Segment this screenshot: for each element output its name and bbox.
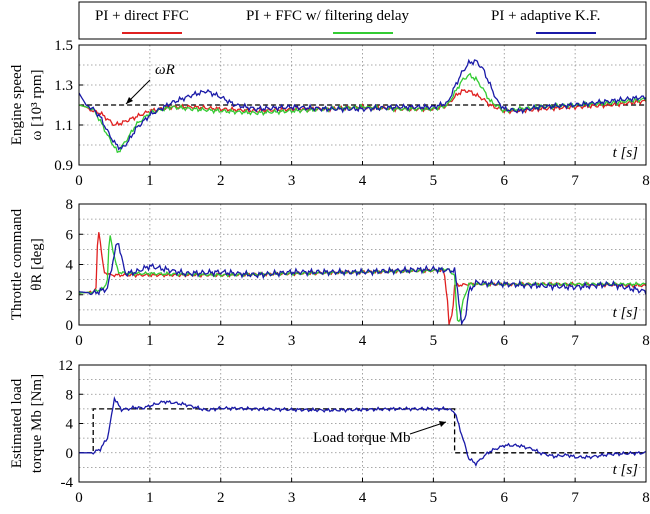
y-tick-label: 1.1 <box>54 118 73 134</box>
x-tick-label: 6 <box>501 173 509 189</box>
y-tick-label: 4 <box>66 258 74 274</box>
x-tick-label: 5 <box>430 333 438 349</box>
x-tick-label: 7 <box>571 173 579 189</box>
y-tick-label: 6 <box>66 227 74 243</box>
plot-frame <box>78 203 647 326</box>
y-axis-unit-label: torque Mb [Nm] <box>29 374 45 473</box>
plot-area-throttle-command <box>79 232 646 325</box>
x-tick-label: 4 <box>359 490 367 506</box>
x-tick-label: 7 <box>571 490 579 506</box>
series-line-pi-ffc-w-filtering-delay <box>79 235 646 323</box>
y-tick-label: 0 <box>66 446 74 462</box>
series-line-pi-direct-ffc <box>79 232 646 325</box>
y-axis-unit-label: θR [deg] <box>29 238 45 291</box>
series-line-pi-adaptive-k-f <box>79 395 646 468</box>
x-tick-label: 5 <box>430 173 438 189</box>
plot-area-engine-speed <box>79 58 646 154</box>
x-tick-label: 2 <box>217 173 225 189</box>
x-tick-label: 6 <box>501 333 509 349</box>
x-tick-label: 0 <box>75 333 83 349</box>
x-tick-label: 5 <box>430 490 438 506</box>
x-tick-label: 4 <box>359 333 367 349</box>
panel-throttle-command: 0 1 2 3 4 5 6 7 8 0 2 4 6 8 Throttle command θR [deg] t … <box>9 197 650 349</box>
x-tick-label: 1 <box>146 173 154 189</box>
x-tick-label: 1 <box>146 490 154 506</box>
x-tick-label: 8 <box>642 173 650 189</box>
y-tick-label: 0.9 <box>54 158 73 174</box>
x-tick-label: 0 <box>75 173 83 189</box>
y-tick-label: 1.3 <box>54 78 73 94</box>
y-tick-label: 12 <box>58 358 73 374</box>
series-line-pi-adaptive-k-f <box>79 243 646 325</box>
x-tick-label: 1 <box>146 333 154 349</box>
annotation-load-torque: Load torque Mb <box>313 430 410 446</box>
y-tick-label: -4 <box>61 475 74 491</box>
series-line-pi-ffc-w-filtering-delay <box>79 72 646 154</box>
legend-label-adaptive-kf: PI + adaptive K.F. <box>491 8 600 24</box>
y-tick-label: 1.5 <box>54 38 73 54</box>
x-tick-label: 3 <box>288 333 296 349</box>
y-tick-label: 4 <box>66 417 74 433</box>
plot-frame <box>78 364 647 483</box>
legend-label-filtering-delay: PI + FFC w/ filtering delay <box>246 8 410 24</box>
annotation-arrowhead <box>439 421 446 427</box>
x-tick-label: 6 <box>501 490 509 506</box>
x-tick-label: 3 <box>288 490 296 506</box>
legend: PI + direct FFC PI + FFC w/ filtering de… <box>78 1 647 40</box>
x-tick-label: 0 <box>75 490 83 506</box>
x-tick-label: 2 <box>217 490 225 506</box>
legend-label-direct-ffc: PI + direct FFC <box>95 8 189 24</box>
x-tick-label: 3 <box>288 173 296 189</box>
y-tick-label: 8 <box>66 387 74 403</box>
y-axis-label: Estimated load <box>9 378 25 468</box>
x-tick-label: 7 <box>571 333 579 349</box>
x-tick-label: 2 <box>217 333 225 349</box>
x-tick-label: 4 <box>359 173 367 189</box>
plot-area-load-torque <box>79 395 646 468</box>
annotation-arrowhead <box>126 97 133 104</box>
panel-engine-speed: 0 1 2 3 4 5 6 7 8 0.9 1.1 1.3 1.5 Engine speed ω [10³ … <box>9 38 650 189</box>
x-axis-label: t [s] <box>613 305 639 321</box>
y-tick-label: 0 <box>66 318 74 334</box>
x-axis-label: t [s] <box>613 145 639 161</box>
y-axis-unit-label: ω [10³ rpm] <box>29 69 45 140</box>
x-tick-label: 8 <box>642 333 650 349</box>
plot-frame <box>78 44 647 166</box>
y-axis-label: Throttle command <box>9 208 25 320</box>
y-axis-label: Engine speed <box>9 64 25 145</box>
annotation-omega-r: ωR <box>155 62 175 78</box>
x-axis-label: t [s] <box>613 462 639 478</box>
x-tick-label: 8 <box>642 490 650 506</box>
series-line-pi-adaptive-k-f <box>79 58 646 151</box>
y-tick-label: 8 <box>66 197 74 213</box>
y-tick-label: 2 <box>66 288 74 304</box>
